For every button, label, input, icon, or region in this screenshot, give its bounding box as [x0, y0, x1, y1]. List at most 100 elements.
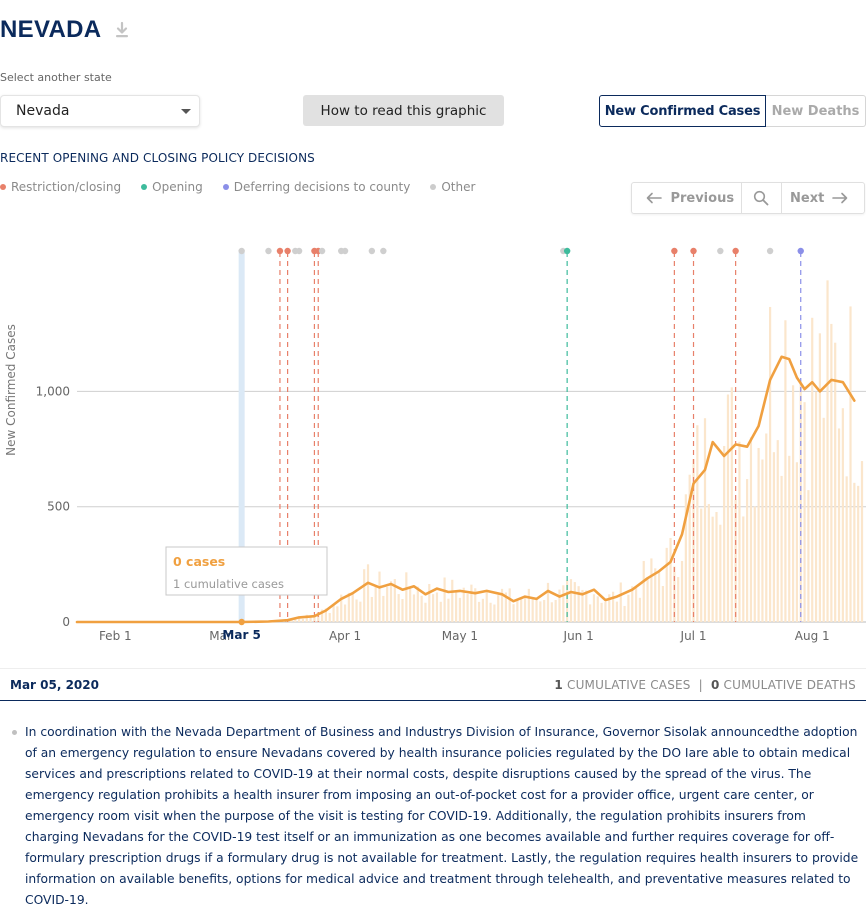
- cumulative-cases-count: 1: [554, 678, 563, 692]
- daily-bar: [420, 595, 423, 622]
- daily-bar: [772, 452, 776, 622]
- daily-bar: [696, 425, 699, 622]
- highlight-band: [238, 252, 245, 622]
- daily-bar: [305, 614, 308, 622]
- daily-bar: [443, 577, 446, 622]
- hover-tooltip: 0 cases 1 cumulative cases: [165, 546, 328, 596]
- daily-bar: [531, 598, 534, 622]
- state-select[interactable]: Nevada: [0, 95, 200, 127]
- daily-bar: [328, 613, 331, 622]
- highlight-point: [238, 618, 245, 626]
- x-tick-label: Jul 1: [680, 629, 707, 643]
- daily-bar: [543, 599, 546, 622]
- daily-bar: [324, 608, 328, 622]
- daily-bar: [508, 588, 511, 622]
- daily-bar: [470, 584, 473, 622]
- daily-bar: [604, 601, 607, 622]
- daily-bar: [474, 588, 477, 622]
- select-state-label: Select another state: [0, 71, 112, 84]
- daily-bar: [719, 524, 722, 622]
- cumulative-cases-label: CUMULATIVE CASES: [567, 678, 691, 692]
- detail-bullet-icon: [12, 730, 17, 735]
- daily-bar: [512, 604, 515, 622]
- policy-section-title: RECENT OPENING AND CLOSING POLICY DECISI…: [0, 151, 315, 165]
- daily-bar: [849, 306, 852, 622]
- previous-button[interactable]: Previous: [632, 183, 742, 213]
- daily-bar: [707, 504, 710, 622]
- daily-bar: [527, 588, 530, 622]
- new-confirmed-cases-toggle[interactable]: New Confirmed Cases: [599, 95, 766, 127]
- daily-bar: [837, 428, 841, 622]
- daily-bar: [757, 447, 760, 622]
- daily-bar: [347, 592, 350, 622]
- daily-bar: [566, 580, 569, 622]
- daily-bar: [615, 601, 619, 622]
- state-title: NEVADA: [0, 16, 102, 43]
- daily-bar: [520, 597, 523, 622]
- daily-bar: [432, 594, 435, 622]
- daily-bar: [738, 441, 741, 622]
- daily-bar: [500, 588, 504, 622]
- caret-down-icon: [181, 109, 191, 114]
- y-tick-label: 1,000: [36, 384, 70, 398]
- daily-bar: [746, 479, 749, 622]
- legend-label: Deferring decisions to county: [233, 180, 411, 194]
- policy-dot-other: [295, 247, 303, 255]
- legend-label: Opening: [152, 180, 203, 194]
- daily-bar: [665, 547, 668, 622]
- daily-bar: [573, 582, 576, 622]
- daily-bar: [749, 437, 753, 622]
- daily-bar: [776, 440, 779, 622]
- legend-item-deferring: Deferring decisions to county: [222, 180, 411, 194]
- new-deaths-toggle[interactable]: New Deaths: [766, 95, 866, 127]
- policy-dot-restriction: [690, 247, 697, 255]
- daily-bar: [780, 475, 783, 622]
- daily-bar: [592, 594, 596, 622]
- x-tick-label: Feb 1: [99, 629, 132, 643]
- daily-bar: [497, 595, 500, 622]
- next-button[interactable]: Next: [782, 183, 864, 213]
- previous-label: Previous: [670, 190, 735, 206]
- daily-bar: [343, 604, 347, 622]
- metric-toggle: New Confirmed Cases New Deaths: [599, 95, 866, 127]
- search-button[interactable]: [742, 183, 783, 213]
- daily-bar: [857, 485, 860, 622]
- daily-bar: [742, 516, 745, 622]
- daily-bar: [761, 459, 764, 622]
- arrow-right-icon: [832, 192, 848, 204]
- daily-bar: [359, 601, 362, 622]
- daily-bar: [600, 602, 603, 622]
- download-icon[interactable]: [113, 20, 131, 40]
- daily-bar: [784, 320, 787, 622]
- daily-bar: [447, 598, 450, 622]
- daily-bar: [493, 604, 496, 622]
- daily-bar: [539, 601, 542, 622]
- x-tick-label: Jun 1: [563, 629, 594, 643]
- y-tick-label: 0: [62, 615, 70, 629]
- daily-bar: [596, 596, 599, 622]
- daily-bar: [623, 605, 626, 622]
- daily-bar: [803, 402, 806, 622]
- daily-bar: [589, 604, 592, 622]
- daily-bar: [684, 494, 687, 622]
- daily-bar: [313, 616, 316, 622]
- daily-bar: [619, 582, 622, 622]
- highlight-date-label: Mar 5: [222, 628, 260, 642]
- tooltip-cases: 0 cases: [173, 554, 225, 569]
- daily-bar: [654, 568, 657, 622]
- daily-bar: [562, 585, 565, 622]
- arrow-left-icon: [647, 192, 663, 204]
- selected-state-value: Nevada: [16, 103, 70, 119]
- how-to-read-button[interactable]: How to read this graphic: [303, 95, 504, 126]
- daily-bar: [791, 385, 795, 622]
- policy-dot-other: [380, 247, 387, 255]
- opening-dot-icon: [141, 184, 148, 190]
- other-dot-icon: [430, 184, 437, 190]
- daily-bar: [680, 560, 684, 622]
- daily-bar: [301, 618, 305, 622]
- daily-bar: [585, 590, 588, 622]
- daily-bar: [435, 592, 439, 622]
- average-line: [75, 355, 856, 624]
- daily-bar: [485, 591, 488, 622]
